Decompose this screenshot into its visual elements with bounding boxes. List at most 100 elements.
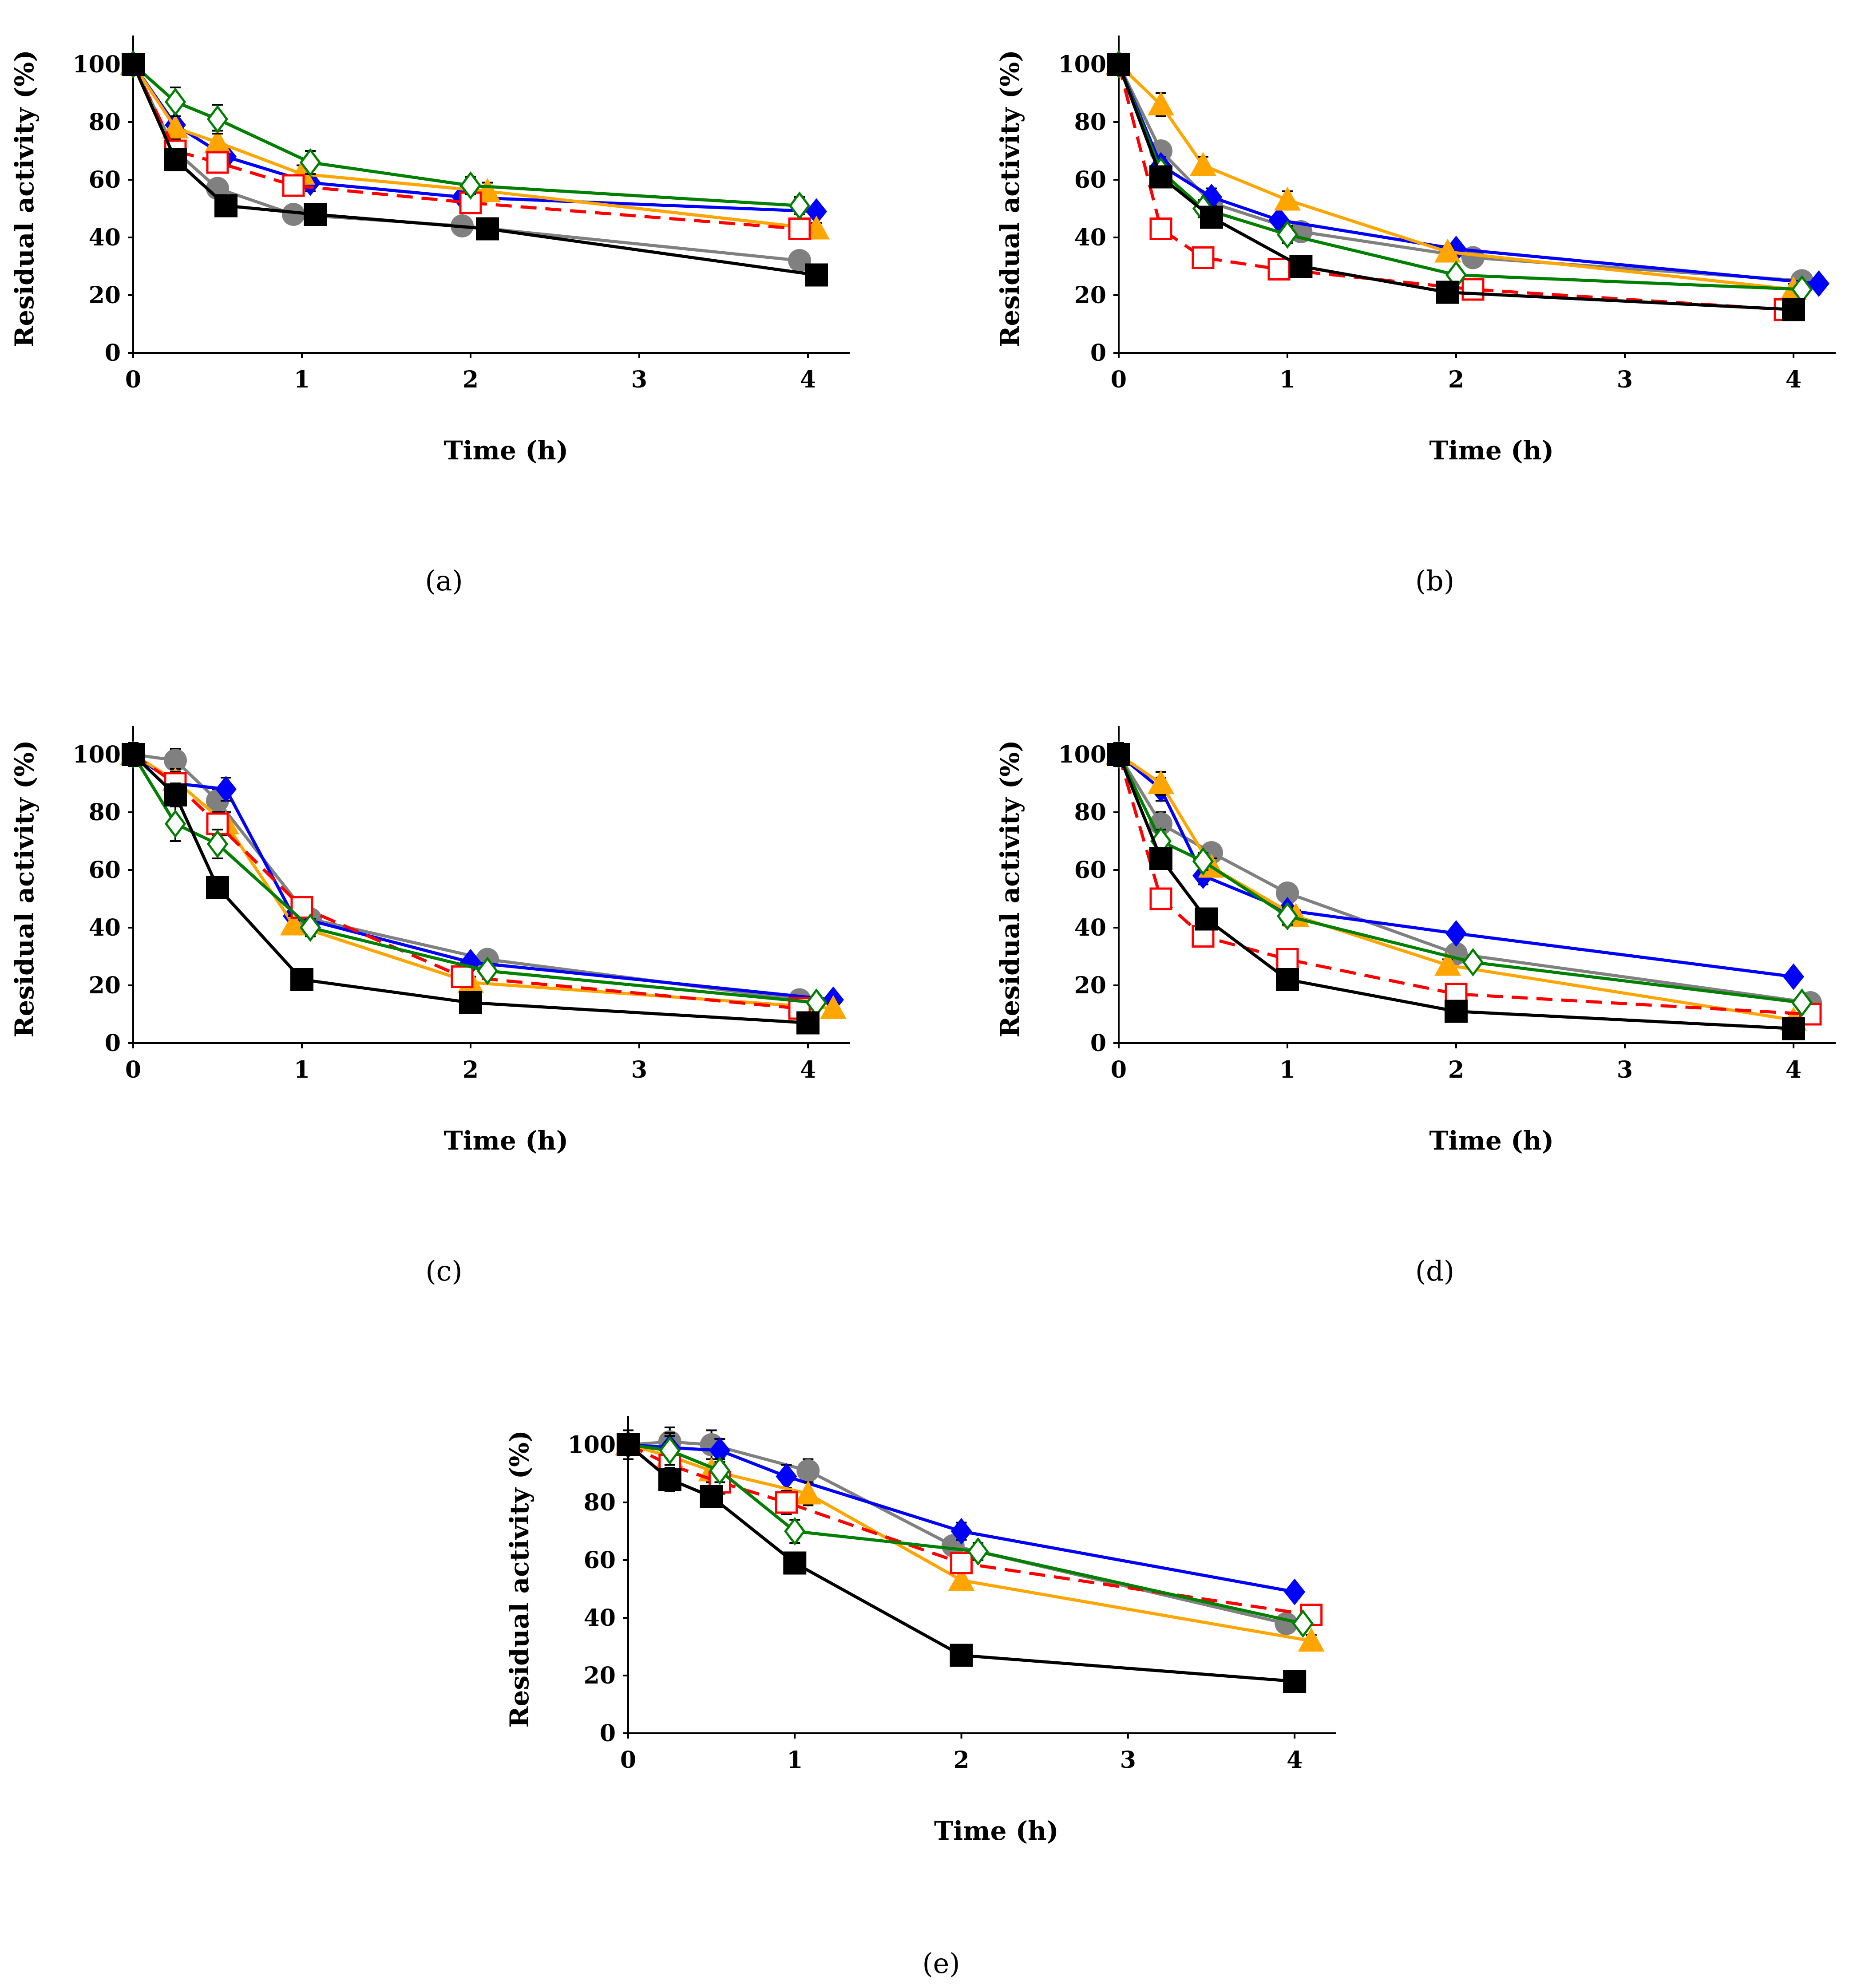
y-tick-label: 0	[105, 1030, 121, 1057]
data-point	[1808, 270, 1829, 297]
data-point	[1292, 1609, 1314, 1638]
x-tick-label: 0	[125, 366, 141, 393]
y-tick-label: 0	[1090, 340, 1106, 367]
data-point	[451, 965, 474, 988]
series-line	[1117, 754, 1811, 1004]
y-tick-label: 20	[89, 972, 121, 999]
data-point	[1148, 770, 1174, 794]
series-line	[1117, 63, 1802, 291]
panel-d: 0 20 40 60 80 100 0 1 2 3 4 Time (h) Residual activi…	[995, 726, 1836, 1287]
data-point	[1149, 165, 1172, 189]
data-point	[775, 1491, 798, 1514]
x-tick-label: 1	[1279, 1056, 1295, 1083]
y-axis-title: Residual activity (%)	[995, 740, 1025, 1037]
data-point	[1276, 881, 1299, 905]
data-point	[206, 830, 229, 858]
y-axis-title: Residual activity (%)	[9, 740, 40, 1037]
data-point	[709, 1437, 731, 1464]
data-point	[122, 743, 145, 766]
x-tick-label: 3	[1617, 366, 1633, 393]
x-tick-label: 0	[125, 1056, 141, 1083]
data-point	[299, 913, 321, 942]
series-line	[132, 63, 800, 207]
series-line	[1117, 63, 1794, 311]
data-point	[1149, 217, 1172, 240]
y-tick-label: 60	[1074, 166, 1106, 194]
data-point	[476, 217, 499, 241]
y-tick-label: 0	[600, 1720, 616, 1747]
data-point	[282, 174, 305, 197]
x-tick-label: 3	[631, 366, 647, 393]
data-point	[950, 1518, 972, 1545]
series-black-square	[617, 1429, 1307, 1693]
y-tick-label: 20	[89, 282, 121, 309]
y-tick-label: 100	[72, 741, 121, 768]
series-orange-triangle	[1105, 51, 1807, 300]
data-point	[1434, 238, 1461, 263]
data-point	[282, 203, 305, 226]
panel-label: (a)	[425, 565, 463, 597]
data-point	[700, 1485, 723, 1508]
panel-c: 0 20 40 60 80 100 0 1 2 3 4 Time (h) Residual activi…	[9, 726, 850, 1287]
data-point	[1149, 847, 1172, 870]
data-point	[796, 1459, 820, 1482]
data-point	[1276, 220, 1299, 249]
data-point	[206, 876, 229, 899]
x-tick-label: 4	[1786, 366, 1801, 393]
data-point	[805, 263, 828, 287]
x-tick-label: 1	[787, 1747, 803, 1774]
y-tick-label: 40	[89, 914, 121, 941]
series-green-open-diamond	[617, 1429, 1314, 1638]
y-axis-title: Residual activity (%)	[995, 50, 1025, 347]
x-axis-title: Time (h)	[1429, 435, 1554, 466]
series-line	[1117, 63, 1819, 285]
data-point	[658, 1468, 681, 1491]
series-line	[1118, 753, 1794, 1022]
y-tick-label: 60	[89, 166, 121, 194]
data-point	[784, 1517, 806, 1546]
x-tick-label: 3	[1120, 1747, 1136, 1774]
data-point	[164, 87, 186, 116]
data-point	[280, 911, 307, 936]
data-point	[617, 1433, 640, 1456]
x-tick-label: 4	[1287, 1747, 1303, 1774]
data-point	[206, 151, 229, 174]
data-point	[1276, 901, 1299, 931]
series-line	[132, 753, 800, 1010]
data-point	[1276, 968, 1299, 991]
data-point	[796, 1011, 820, 1035]
x-tick-label: 0	[620, 1747, 636, 1774]
data-point	[1190, 152, 1216, 176]
data-point	[1267, 258, 1291, 281]
data-point	[950, 1644, 973, 1667]
y-tick-label: 0	[1090, 1030, 1106, 1057]
panel-a: 0 20 40 60 80 100 0 1 2 3 4 Time (h) Residual activi…	[9, 36, 850, 597]
panel-label: (b)	[1415, 565, 1454, 597]
series-black-square	[1107, 742, 1805, 1040]
data-point	[459, 991, 482, 1014]
data-point	[776, 1463, 797, 1490]
x-tick-label: 2	[953, 1747, 969, 1774]
x-tick-label: 2	[463, 1056, 479, 1083]
y-tick-label: 100	[567, 1431, 616, 1458]
y-tick-label: 20	[584, 1662, 616, 1689]
data-point	[1298, 1628, 1325, 1652]
y-tick-label: 80	[89, 109, 121, 136]
data-point	[206, 105, 229, 134]
data-point	[1149, 887, 1172, 910]
data-point	[1445, 1000, 1468, 1023]
data-point	[1200, 206, 1223, 229]
data-point	[788, 191, 811, 220]
data-point	[204, 129, 231, 153]
data-point	[1782, 298, 1805, 321]
series-black-square	[1107, 53, 1805, 321]
data-point	[1289, 255, 1313, 278]
x-tick-label: 1	[294, 1056, 310, 1083]
series-green-open-diamond	[1108, 740, 1813, 1017]
y-tick-label: 20	[1074, 282, 1106, 309]
series-red-open-square	[1107, 742, 1822, 1026]
y-tick-label: 0	[105, 340, 121, 367]
series-line	[1117, 64, 1786, 311]
y-tick-label: 80	[1074, 109, 1106, 136]
data-point	[459, 171, 482, 200]
